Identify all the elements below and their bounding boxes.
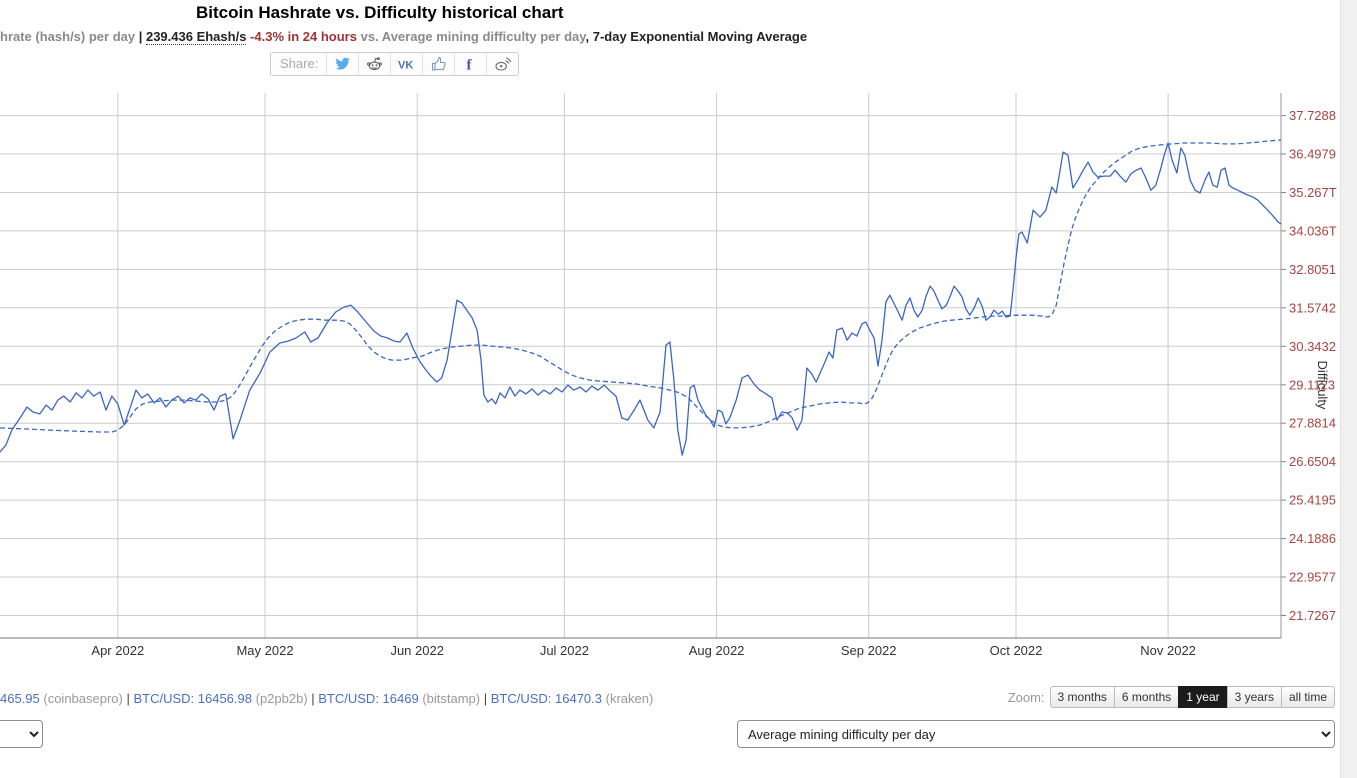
difficulty-metric-select[interactable]: Average mining difficulty per day — [737, 720, 1335, 748]
chart-subtitle: hrate (hash/s) per day | 239.436 Ehash/s… — [0, 29, 808, 45]
ticker-link[interactable]: BTC/USD: 16469 — [318, 691, 419, 706]
y-tick-label: 37.7288 — [1289, 108, 1336, 123]
y-axis-title: Difficulty — [1315, 361, 1330, 410]
svg-text:f: f — [466, 58, 472, 73]
like-icon — [431, 56, 446, 71]
ticker-separator: | — [307, 691, 319, 706]
ticker-link[interactable]: BTC/USD: 16456.98 — [133, 691, 252, 706]
zoom-button-3-years[interactable]: 3 years — [1226, 686, 1282, 708]
hashrate-change-24h: -4.3% in 24 hours — [246, 29, 357, 44]
zoom-button-group: 3 months 6 months 1 year 3 years all time — [1049, 686, 1335, 708]
ticker-link[interactable]: BTC/USD: 16470.3 — [490, 691, 602, 706]
ticker-exchange: (bitstamp) — [418, 691, 481, 706]
share-twitter-icon[interactable] — [326, 53, 358, 75]
price-ticker: 465.95 (coinbasepro) | BTC/USD: 16456.98… — [0, 691, 653, 706]
x-tick-label: Nov 2022 — [1140, 643, 1196, 658]
zoom-label: Zoom: — [1007, 689, 1045, 705]
y-tick-label: 21.7267 — [1289, 608, 1336, 623]
share-bar: Share: VK f — [270, 52, 520, 76]
ticker-link[interactable]: 465.95 — [0, 691, 40, 706]
y-tick-label: 25.4195 — [1289, 493, 1336, 508]
zoom-button-1-year[interactable]: 1 year — [1178, 686, 1228, 708]
share-icons: VK f — [326, 53, 518, 75]
subtitle-hashrate-label: hrate (hash/s) per day — [0, 29, 139, 44]
reddit-icon — [367, 57, 383, 71]
series-line-difficulty — [0, 139, 1282, 433]
y-tick-label: 30.3432 — [1289, 339, 1336, 354]
series-line-hashrate — [0, 142, 1282, 456]
x-tick-label: Oct 2022 — [990, 643, 1043, 658]
chart-canvas: Apr 2022 May 2022 Jun 2022 Jul 2022 Aug 2022… — [0, 93, 1337, 658]
ticker-exchange: (coinbasepro) — [39, 691, 123, 706]
x-tick-label: Jul 2022 — [540, 643, 589, 658]
y-tick-label: 36.4979 — [1289, 147, 1336, 162]
zoom-button-all-time[interactable]: all time — [1280, 686, 1335, 708]
zoom-button-3-months[interactable]: 3 months — [1049, 686, 1115, 708]
scrollbar-track[interactable] — [1340, 0, 1357, 778]
share-weibo-icon[interactable] — [486, 53, 518, 75]
page-title: Bitcoin Hashrate vs. Difficulty historic… — [196, 3, 564, 22]
x-tick-label: Sep 2022 — [841, 643, 897, 658]
x-tick-label: Aug 2022 — [689, 643, 745, 658]
ticker-exchange: (kraken) — [602, 691, 654, 706]
hashrate-value: 239.436 Ehash/s — [145, 29, 247, 45]
left-metric-select[interactable] — [0, 720, 43, 748]
weibo-icon — [495, 57, 512, 71]
svg-text:VK: VK — [398, 60, 413, 72]
y-tick-label: 24.1886 — [1289, 531, 1336, 546]
twitter-icon — [335, 57, 351, 70]
y-tick-label: 31.5742 — [1289, 300, 1336, 315]
x-tick-label: Jun 2022 — [390, 643, 444, 658]
share-label: Share: — [280, 56, 319, 71]
share-facebook-icon[interactable]: f — [454, 53, 486, 75]
x-tick-label: Apr 2022 — [91, 643, 144, 658]
subtitle-vs-difficulty: vs. Average mining difficulty per day — [356, 29, 586, 44]
ticker-separator: | — [480, 691, 491, 706]
ticker-separator: | — [122, 691, 134, 706]
ticker-exchange: (p2pb2b) — [252, 691, 308, 706]
zoom-button-6-months[interactable]: 6 months — [1113, 686, 1180, 708]
y-tick-label: 35.267T — [1289, 185, 1337, 200]
y-tick-label: 32.8051 — [1289, 262, 1336, 277]
y-tick-label: 29.1123 — [1289, 377, 1335, 392]
vk-icon: VK — [398, 60, 413, 72]
share-like-icon[interactable] — [422, 53, 454, 75]
share-vk-icon[interactable]: VK — [390, 53, 422, 75]
y-tick-label: 26.6504 — [1289, 454, 1336, 469]
x-tick-label: May 2022 — [236, 643, 293, 658]
subtitle-pipe: | — [138, 29, 146, 44]
facebook-icon: f — [466, 58, 472, 73]
y-tick-label: 34.036T — [1289, 223, 1337, 238]
zoom-control: Zoom: 3 months 6 months 1 year 3 years all t… — [1008, 686, 1335, 708]
share-reddit-icon[interactable] — [358, 53, 390, 75]
y-tick-label: 22.9577 — [1289, 570, 1336, 585]
subtitle-ema: , 7-day Exponential Moving Average — [585, 29, 808, 44]
y-tick-label: 27.8814 — [1289, 416, 1336, 431]
